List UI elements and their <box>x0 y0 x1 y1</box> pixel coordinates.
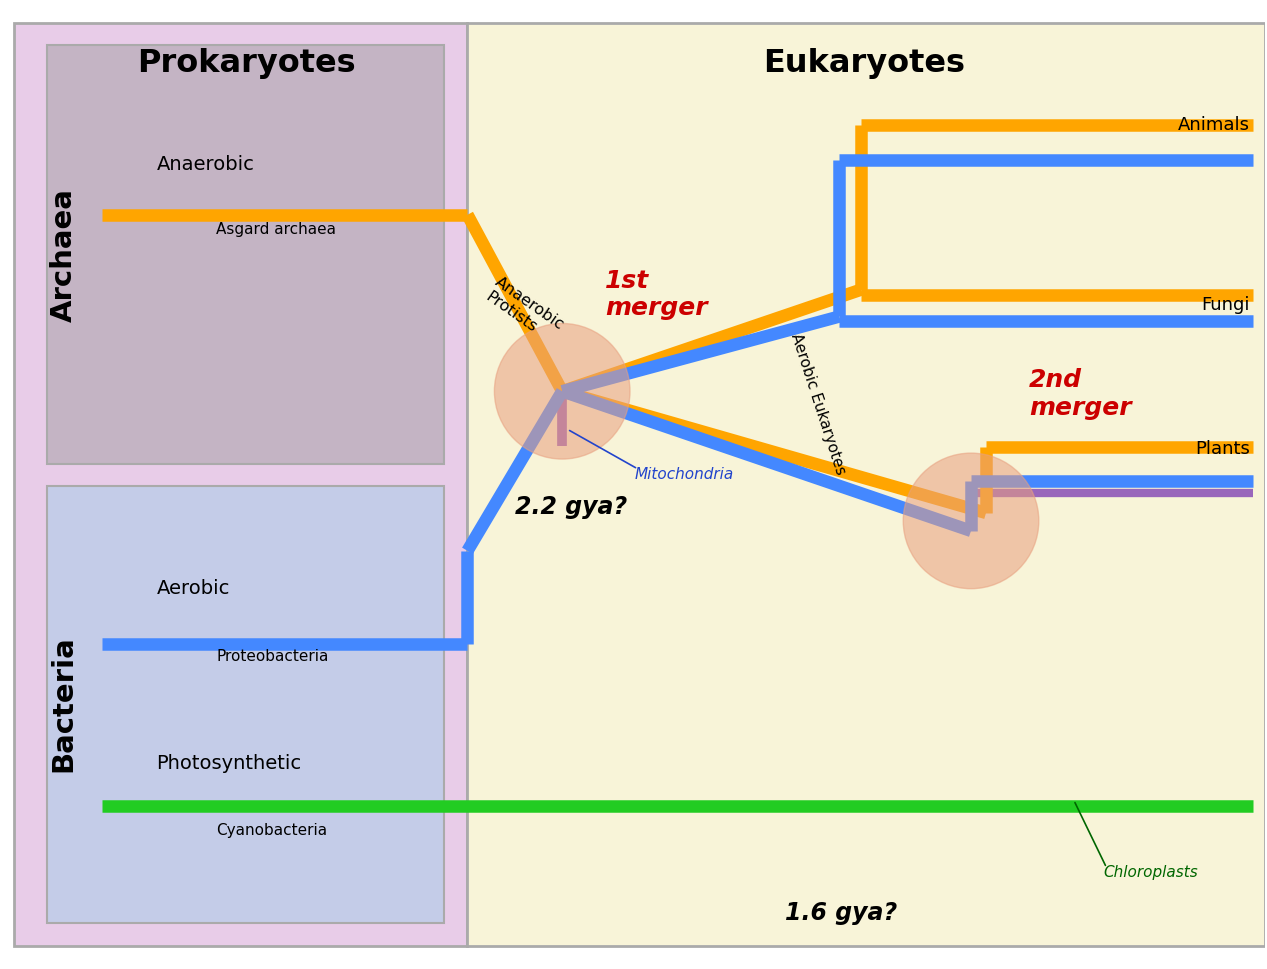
Text: Mitochondria: Mitochondria <box>635 466 735 482</box>
Text: Asgard archaea: Asgard archaea <box>217 222 336 237</box>
Text: Plants: Plants <box>1195 440 1251 458</box>
Text: Animals: Animals <box>1178 116 1251 134</box>
Text: 1st
merger: 1st merger <box>606 268 708 321</box>
Text: Prokaryotes: Prokaryotes <box>137 48 356 79</box>
Circle shape <box>903 453 1039 589</box>
FancyBboxPatch shape <box>47 46 443 464</box>
Text: Chloroplasts: Chloroplasts <box>1104 865 1199 881</box>
Text: Fungi: Fungi <box>1201 296 1251 314</box>
Text: Aerobic: Aerobic <box>156 579 229 598</box>
FancyBboxPatch shape <box>47 486 443 922</box>
Text: 2.2 gya?: 2.2 gya? <box>516 495 627 519</box>
Text: Aerobic Eukaryotes: Aerobic Eukaryotes <box>788 331 848 477</box>
Circle shape <box>494 324 630 459</box>
Text: Bacteria: Bacteria <box>49 635 77 771</box>
Text: Photosynthetic: Photosynthetic <box>156 754 302 772</box>
Text: Proteobacteria: Proteobacteria <box>217 649 328 664</box>
Text: 2nd
merger: 2nd merger <box>1029 368 1131 421</box>
Text: 1.6 gya?: 1.6 gya? <box>784 901 897 924</box>
Text: Anaerobic: Anaerobic <box>156 155 255 174</box>
FancyBboxPatch shape <box>468 23 1266 946</box>
FancyBboxPatch shape <box>14 23 468 946</box>
Text: Cyanobacteria: Cyanobacteria <box>217 823 327 837</box>
Text: Anaerobic
Protists: Anaerobic Protists <box>483 274 568 348</box>
Text: Archaea: Archaea <box>49 188 77 322</box>
Text: Eukaryotes: Eukaryotes <box>763 48 965 79</box>
